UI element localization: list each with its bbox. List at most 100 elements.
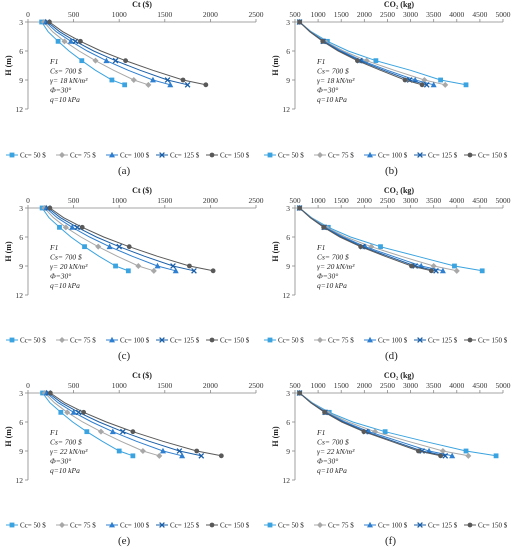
annotation-line: Cs= 700 $: [50, 438, 82, 447]
legend-label: Cc= 125 $: [170, 152, 200, 160]
x-tick-label: 1500: [157, 10, 172, 19]
legend-marker: [209, 522, 215, 528]
x-tick-label: 3000: [403, 196, 418, 205]
legend-label: Cc= 150 $: [220, 522, 250, 530]
x-tick-label: 500: [68, 381, 80, 390]
y-tick-label: 6: [19, 418, 23, 427]
x-tick-label: 0: [26, 10, 30, 19]
legend-marker: [59, 522, 65, 528]
legend-marker: [317, 522, 323, 528]
chart-panel-5: 0 500 1000 1500 2000 2500 3 6 9 12 Ct ($) H (m) F1Cs…: [4, 371, 264, 485]
series-line: [47, 207, 195, 272]
series-line: [299, 207, 432, 272]
legend-label: Cc= 125 $: [428, 522, 458, 530]
series-line: [44, 392, 160, 457]
legend-label: Cc= 100 $: [378, 337, 408, 345]
chart-panel-3: 0 500 1000 1500 2000 2500 3 6 9 12 Ct ($) H (m) F1Cs…: [4, 186, 264, 300]
x-tick-label: 4000: [449, 196, 464, 205]
data-point: [170, 263, 176, 269]
x-tick-label: 3000: [403, 381, 418, 390]
data-point: [378, 244, 383, 250]
data-point: [116, 448, 122, 454]
data-point: [123, 58, 128, 64]
x-tick-label: 2000: [203, 196, 218, 205]
y-tick-label: 12: [283, 291, 291, 300]
legend-marker: [417, 152, 423, 158]
y-tick-label: 12: [16, 105, 24, 114]
data-point: [449, 452, 456, 459]
legend-marker: [467, 337, 473, 343]
data-point: [82, 244, 87, 250]
legend-2: Cc= 50 $ Cc= 75 $ Cc= 100 $ Cc= 125 $ Cc= 15…: [264, 152, 508, 160]
x-tick-label: 3000: [403, 10, 418, 19]
legend-label: Cc= 150 $: [220, 337, 250, 345]
y-tick-label: 3: [19, 204, 23, 213]
legend-1: Cc= 50 $ Cc= 75 $ Cc= 100 $ Cc= 125 $ Cc= 15…: [6, 152, 250, 160]
x-tick-label: 1000: [311, 381, 326, 390]
legend-marker: [367, 521, 373, 528]
data-point: [297, 19, 303, 25]
data-point: [180, 77, 186, 83]
x-tick-label: 1000: [311, 10, 326, 19]
annotation-line: Cs= 700 $: [317, 67, 349, 76]
series-line: [41, 207, 129, 272]
y-tick-label: 3: [286, 204, 290, 213]
series-line: [49, 207, 214, 272]
data-point: [145, 81, 152, 88]
legend-label: Cc= 75 $: [70, 152, 96, 160]
x-tick-label: 1500: [334, 381, 349, 390]
x-tick-label: 4500: [472, 10, 487, 19]
data-point: [463, 82, 469, 88]
legend-4: Cc= 50 $ Cc= 75 $ Cc= 100 $ Cc= 125 $ Cc= 15…: [264, 337, 508, 345]
legend-marker: [267, 152, 273, 158]
legend-marker: [209, 337, 215, 343]
data-point: [438, 77, 443, 83]
data-point: [320, 38, 326, 44]
data-point: [69, 224, 76, 230]
legend-label: Cc= 100 $: [120, 522, 150, 530]
data-point: [122, 82, 128, 88]
legend-label: Cc= 125 $: [428, 152, 458, 160]
data-point: [92, 57, 99, 64]
x-axis-title: CO₂ (kg): [384, 186, 415, 195]
legend-marker: [9, 337, 15, 343]
legend-label: Cc= 100 $: [378, 522, 408, 530]
x-tick-label: 1500: [334, 10, 349, 19]
x-tick-label: 3500: [426, 196, 441, 205]
legend-marker: [417, 522, 423, 528]
data-point: [150, 267, 157, 274]
data-point: [47, 205, 53, 211]
x-tick-label: 4500: [472, 381, 487, 390]
data-point: [187, 263, 192, 269]
legend-label: Cc= 75 $: [328, 152, 354, 160]
data-point: [194, 448, 200, 454]
legend-label: Cc= 125 $: [170, 337, 200, 345]
data-point: [430, 263, 437, 269]
annotation-line: q=10 kPa: [317, 281, 347, 290]
y-tick-label: 12: [16, 291, 24, 300]
annotation-line: Φ=30°: [50, 457, 71, 466]
x-tick-label: 1500: [157, 381, 172, 390]
data-point: [125, 268, 131, 274]
legend-marker: [367, 336, 373, 343]
annotation-line: γ= 22 kN/m³: [317, 447, 355, 456]
data-point: [139, 448, 146, 454]
annotation-line: γ= 18 kN/m³: [317, 76, 355, 85]
data-point: [47, 19, 52, 25]
data-point: [382, 429, 388, 435]
series-line: [50, 392, 222, 457]
data-point: [297, 390, 303, 396]
x-tick-label: 4000: [449, 10, 464, 19]
legend-marker: [9, 522, 15, 528]
y-tick-label: 6: [286, 47, 290, 56]
annotation-line: Φ=30°: [317, 457, 338, 466]
y-tick-label: 3: [286, 18, 290, 27]
data-point: [112, 57, 119, 64]
y-tick-label: 3: [19, 389, 23, 398]
legend-label: Cc= 100 $: [120, 337, 150, 345]
data-point: [79, 224, 85, 230]
y-tick-label: 9: [19, 262, 23, 271]
x-tick-label: 1500: [157, 196, 172, 205]
x-tick-label: 4000: [449, 381, 464, 390]
data-point: [109, 428, 116, 435]
